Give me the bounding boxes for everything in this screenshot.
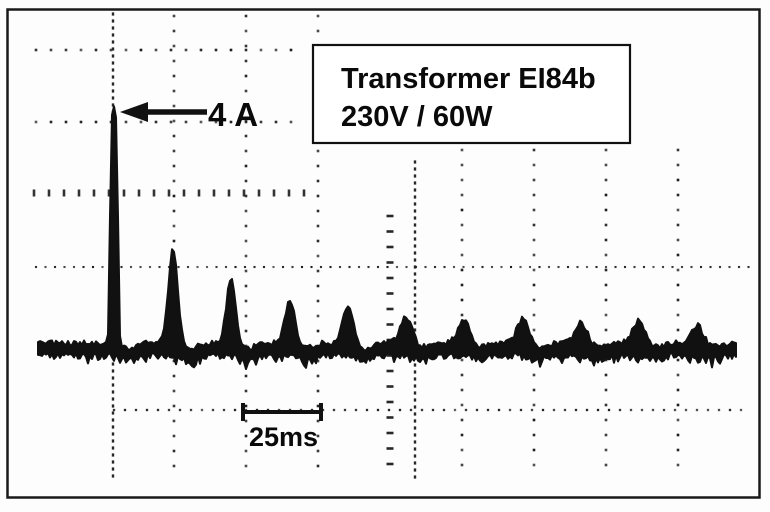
- info-box-line1: Transformer EI84b: [341, 63, 596, 95]
- peak-value-label: 4 A: [208, 96, 258, 133]
- info-box-line2: 230V / 60W: [341, 101, 493, 133]
- inrush-current-trace: [37, 105, 737, 371]
- left-arrow-icon: [120, 102, 207, 122]
- scale-bar-icon: [241, 403, 323, 421]
- time-scale-label: 25ms: [249, 422, 318, 452]
- info-box-frame: [311, 43, 632, 145]
- peak-annotation: 4 A: [120, 96, 258, 133]
- time-scale-bar: 25ms: [241, 403, 323, 452]
- info-box: Transformer EI84b 230V / 60W: [311, 43, 632, 145]
- image-border: [6, 8, 761, 499]
